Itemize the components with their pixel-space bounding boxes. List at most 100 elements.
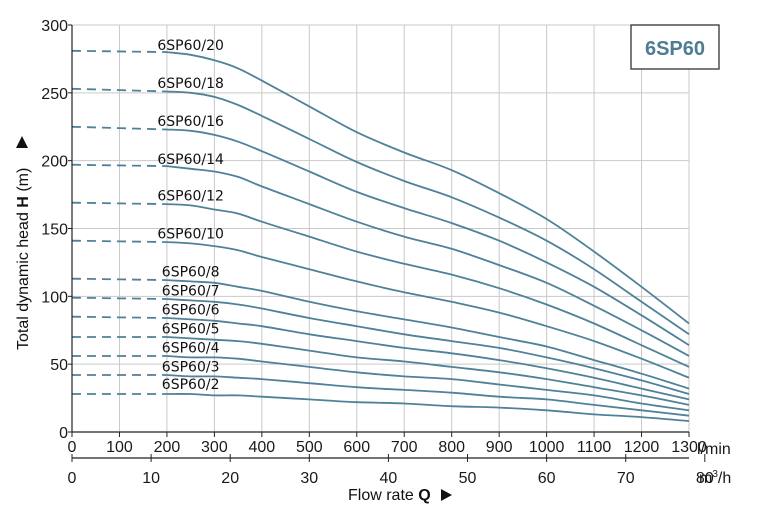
curve-label-3: 6SP60/14 xyxy=(157,152,224,168)
curve-label-4: 6SP60/12 xyxy=(157,188,224,204)
x-tick-label-lmin-10: 1000 xyxy=(529,439,565,456)
curve-dashed-8 xyxy=(71,315,167,319)
x-tick-label-m3h-0: 0 xyxy=(68,470,77,487)
curve-solid-4 xyxy=(166,203,690,368)
y-tick-label-4: 200 xyxy=(41,154,68,171)
x-tick-label-lmin-11: 1100 xyxy=(577,439,612,456)
curve-label-9: 6SP60/5 xyxy=(162,321,220,337)
y-axis-title: Total dynamic head H (m) xyxy=(15,136,32,350)
x-tick-label-lmin-1: 100 xyxy=(106,439,133,456)
x-tick-label-lmin-8: 800 xyxy=(438,439,465,456)
curve-solid-11 xyxy=(166,374,690,417)
x-tick-label-lmin-0: 0 xyxy=(68,439,77,456)
curve-solid-8 xyxy=(166,317,690,401)
curve-solid-3 xyxy=(166,165,690,357)
title-badge: 6SP60 xyxy=(630,24,720,70)
curve-dashed-4 xyxy=(71,201,167,205)
curve-6SP60-3 xyxy=(72,374,690,417)
curve-label-8: 6SP60/6 xyxy=(162,302,220,318)
curve-6SP60-8 xyxy=(71,277,690,390)
curve-6SP60-20 xyxy=(71,49,690,325)
x-axis-title-bold: Q xyxy=(418,487,430,504)
y-axis-title-suffix: (m) xyxy=(15,168,32,196)
curve-label-10: 6SP60/4 xyxy=(162,340,220,356)
curve-6SP60-18 xyxy=(71,87,690,336)
curve-label-7: 6SP60/7 xyxy=(162,283,220,299)
curve-6SP60-6 xyxy=(71,315,690,401)
curve-solid-2 xyxy=(166,128,690,346)
x-axis-title-prefix: Flow rate xyxy=(348,487,418,504)
x-tick-label-m3h-3: 30 xyxy=(300,470,318,487)
x-axis-arrow-icon xyxy=(441,489,452,501)
x-unit-lmin: l/min xyxy=(697,441,731,458)
x-unit-m3h-label: m3/h xyxy=(699,469,731,487)
x-tick-labels-m3h: 0 10 20 30 40 50 60 70 80 xyxy=(68,470,714,487)
curve-dashed-0 xyxy=(71,49,167,53)
title-badge-box xyxy=(630,24,720,70)
x-tick-label-lmin-12: 1200 xyxy=(624,439,660,456)
x-tick-label-lmin-2: 200 xyxy=(154,439,181,456)
curve-dashed-3 xyxy=(71,163,167,167)
curve-solid-6 xyxy=(166,279,690,390)
y-tick-label-2: 100 xyxy=(41,289,68,306)
curve-solid-0 xyxy=(166,51,690,325)
curve-solid-10 xyxy=(166,355,690,412)
x-tick-label-m3h-7: 70 xyxy=(617,470,635,487)
curve-dashed-2 xyxy=(71,125,167,131)
y-tick-label-0: 0 xyxy=(59,425,68,442)
grid xyxy=(72,24,690,432)
x-axis-title: Flow rate Q xyxy=(348,487,452,504)
x-tick-label-lmin-9: 900 xyxy=(486,439,513,456)
x-unit-m3h-tail: /h xyxy=(718,470,731,487)
y-axis-title-prefix: Total dynamic head xyxy=(15,208,32,350)
curve-label-5: 6SP60/10 xyxy=(157,226,224,242)
curve-6SP60-2 xyxy=(72,393,690,422)
chart-title: 6SP60 xyxy=(645,38,705,60)
curve-6SP60-14 xyxy=(71,163,690,357)
curve-dashed-6 xyxy=(71,277,167,281)
curve-dashed-1 xyxy=(71,87,167,93)
y-axis-arrow-icon xyxy=(16,136,28,148)
curve-solid-7 xyxy=(166,298,690,395)
y-axis-title-text: Total dynamic head H (m) xyxy=(15,168,32,350)
y-tick-label-6: 300 xyxy=(41,18,68,35)
x-tick-label-m3h-1: 10 xyxy=(142,470,160,487)
x-tick-label-m3h-4: 40 xyxy=(380,470,398,487)
axes xyxy=(68,24,706,462)
curve-solid-5 xyxy=(166,241,690,379)
y-tick-label-5: 250 xyxy=(41,86,68,103)
curve-label-1: 6SP60/18 xyxy=(157,76,224,92)
x-tick-labels-lmin: 0 100 200 300 400 500 600 700 800 900 1000 1100 1200… xyxy=(68,439,707,456)
curve-6SP60-16 xyxy=(71,125,690,346)
curve-6SP60-7 xyxy=(71,296,690,395)
y-tick-labels: 0 50 100 150 200 250 300 xyxy=(41,18,68,442)
y-tick-label-3: 150 xyxy=(41,222,68,239)
curve-6SP60-4 xyxy=(72,355,690,412)
x-unit-m3h: m3/h xyxy=(699,469,731,487)
y-axis-title-bold: H xyxy=(15,196,32,208)
x-tick-label-lmin-7: 700 xyxy=(391,439,418,456)
x-tick-label-lmin-5: 500 xyxy=(296,439,323,456)
curve-labels: 6SP60/20 6SP60/18 6SP60/16 6SP60/14 6SP60/12… xyxy=(157,38,224,393)
curve-label-2: 6SP60/16 xyxy=(157,114,224,130)
curve-solid-1 xyxy=(166,90,690,336)
curve-dashed-5 xyxy=(71,239,167,243)
x-tick-label-m3h-8: 80 xyxy=(696,470,714,487)
curve-6SP60-10 xyxy=(71,239,690,379)
x-unit-m3h-sup: 3 xyxy=(712,469,718,480)
x-tick-label-m3h-2: 20 xyxy=(221,470,239,487)
curve-6SP60-12 xyxy=(71,201,690,368)
x-unit-lmin-label: l/min xyxy=(697,441,731,458)
pump-curves xyxy=(71,49,690,422)
curve-label-0: 6SP60/20 xyxy=(157,38,224,54)
curve-solid-9 xyxy=(166,336,690,406)
x-tick-label-m3h-6: 60 xyxy=(538,470,556,487)
x-tick-label-m3h-5: 50 xyxy=(459,470,477,487)
x-unit-m3h-base: m xyxy=(699,470,712,487)
y-tick-label-1: 50 xyxy=(50,357,68,374)
x-tick-label-lmin-6: 600 xyxy=(343,439,370,456)
curve-solid-12 xyxy=(166,393,690,422)
x-axis-title-text: Flow rate Q xyxy=(348,487,431,504)
curve-label-12: 6SP60/2 xyxy=(162,377,220,393)
